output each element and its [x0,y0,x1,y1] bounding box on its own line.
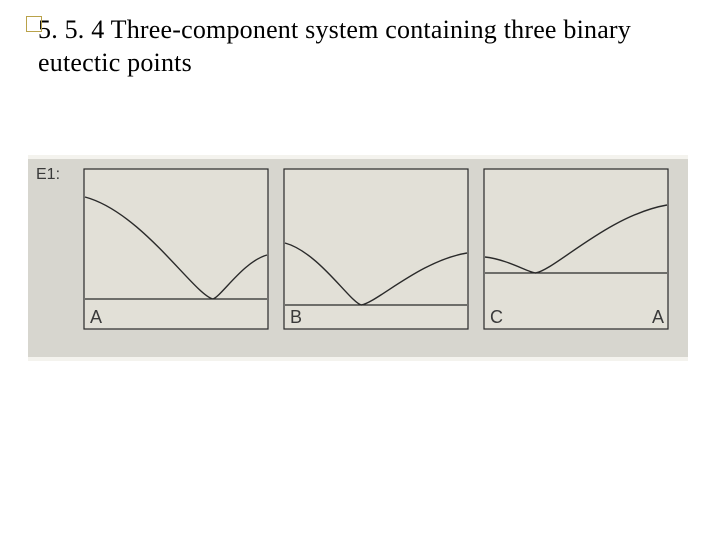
svg-text:B: B [290,307,302,327]
eutectic-svg: E1: A B C A [28,155,688,361]
slide: 5. 5. 4 Three-component system containin… [0,0,720,540]
page-title: 5. 5. 4 Three-component system containin… [38,14,678,79]
svg-text:C: C [490,307,503,327]
title-block: 5. 5. 4 Three-component system containin… [38,14,678,79]
svg-text:A: A [652,307,664,327]
accent-square-icon [26,16,42,32]
eutectic-figure: E1: A B C A [28,155,688,361]
svg-text:A: A [90,307,102,327]
svg-text:E1:: E1: [36,166,60,183]
